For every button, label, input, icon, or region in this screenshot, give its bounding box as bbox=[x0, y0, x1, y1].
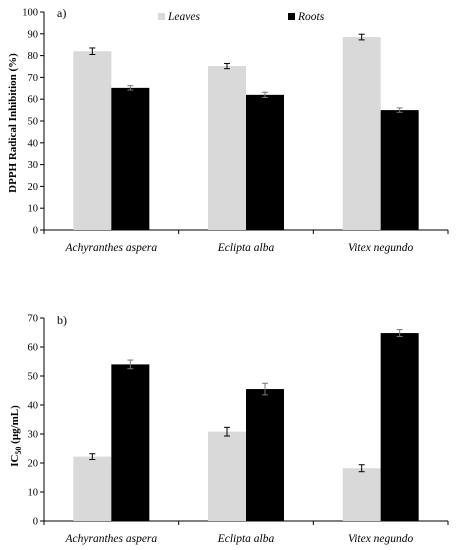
legend-swatch-leaves bbox=[158, 13, 165, 20]
y-tick-label: 10 bbox=[28, 204, 39, 215]
y-tick-label: 0 bbox=[33, 226, 38, 237]
y-tick-label: 60 bbox=[28, 343, 39, 354]
chart-panel-b: b) IC50 (μg/mL) 010203040506070Achyranth… bbox=[9, 313, 449, 545]
legend-swatch-roots bbox=[288, 13, 295, 20]
legend-label-leaves: Leaves bbox=[167, 11, 200, 23]
y-tick-label: 70 bbox=[28, 73, 39, 84]
x-tick-label: Achyranthes aspera bbox=[64, 533, 157, 545]
bar-roots bbox=[380, 110, 419, 230]
bar-leaves bbox=[342, 37, 381, 230]
y-axis-label-b: IC50 (μg/mL) bbox=[9, 405, 23, 467]
y-tick-label: 30 bbox=[28, 430, 39, 441]
bar-roots bbox=[111, 87, 150, 230]
y-tick-label: 60 bbox=[28, 95, 39, 106]
y-tick-label: 20 bbox=[28, 182, 39, 193]
bar-roots bbox=[246, 94, 284, 230]
bar-leaves bbox=[73, 456, 112, 521]
y-tick-label: 40 bbox=[28, 401, 39, 412]
x-tick-label: Vitex negundo bbox=[348, 242, 413, 254]
y-tick-label: 50 bbox=[28, 117, 39, 128]
y-tick-label: 30 bbox=[28, 160, 39, 171]
bar-leaves bbox=[73, 51, 112, 230]
y-tick-label: 10 bbox=[28, 488, 39, 499]
y-tick-label: 90 bbox=[28, 29, 39, 40]
bar-roots bbox=[111, 364, 150, 521]
x-tick-label: Eclipta alba bbox=[217, 242, 275, 254]
y-tick-label: 20 bbox=[28, 459, 39, 470]
y-tick-label: 100 bbox=[22, 8, 38, 19]
bar-leaves bbox=[208, 66, 246, 231]
bar-roots bbox=[380, 333, 419, 521]
panel-label-a: a) bbox=[57, 6, 66, 20]
bar-leaves bbox=[342, 468, 381, 521]
chart-panel-a: a) DPPH Radical Inhibition (%) Leaves Roo… bbox=[7, 6, 449, 254]
x-tick-label: Eclipta alba bbox=[217, 533, 275, 545]
y-axis-label-b-main: IC bbox=[9, 455, 21, 467]
x-tick-label: Achyranthes aspera bbox=[64, 242, 157, 254]
bar-roots bbox=[246, 389, 284, 521]
y-tick-label: 50 bbox=[28, 372, 39, 383]
y-tick-label: 0 bbox=[33, 517, 38, 528]
y-axis-label-b-sub: 50 bbox=[14, 447, 23, 455]
y-tick-label: 70 bbox=[28, 314, 39, 325]
panel-label-b: b) bbox=[57, 313, 67, 327]
legend-label-roots: Roots bbox=[297, 11, 325, 23]
bar-leaves bbox=[208, 431, 246, 521]
y-tick-label: 40 bbox=[28, 138, 39, 149]
y-axis-label-a: DPPH Radical Inhibition (%) bbox=[7, 53, 19, 193]
x-tick-label: Vitex negundo bbox=[348, 533, 413, 545]
legend-a: Leaves Roots bbox=[158, 11, 325, 23]
y-tick-label: 80 bbox=[28, 51, 39, 62]
y-axis-label-b-rest: (μg/mL) bbox=[9, 405, 21, 447]
